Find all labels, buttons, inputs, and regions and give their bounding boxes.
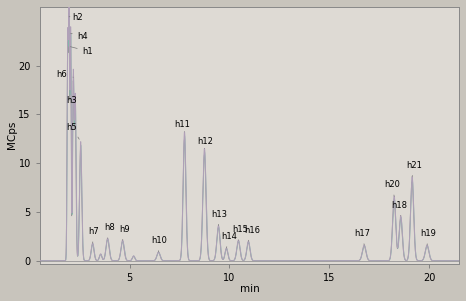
Text: h4: h4 [71, 32, 88, 41]
Text: h19: h19 [420, 229, 436, 245]
Text: h15: h15 [233, 225, 248, 240]
Text: h5: h5 [67, 123, 79, 139]
Text: h1: h1 [70, 47, 93, 56]
Text: h10: h10 [151, 236, 167, 252]
Text: h17: h17 [354, 229, 370, 245]
Text: h7: h7 [89, 227, 99, 243]
Text: h13: h13 [212, 210, 227, 225]
Y-axis label: MCps: MCps [7, 121, 17, 150]
Text: h2: h2 [69, 13, 83, 22]
Text: h3: h3 [67, 95, 77, 104]
X-axis label: min: min [240, 284, 259, 294]
Text: h14: h14 [221, 232, 237, 248]
Text: h6: h6 [57, 70, 73, 79]
Text: h18: h18 [391, 201, 407, 216]
Text: h12: h12 [198, 137, 213, 148]
Text: h21: h21 [406, 161, 422, 177]
Text: h11: h11 [175, 120, 191, 132]
Text: h16: h16 [244, 226, 260, 241]
Text: h20: h20 [384, 181, 400, 196]
Text: h9: h9 [120, 225, 130, 240]
Text: h8: h8 [105, 223, 116, 238]
